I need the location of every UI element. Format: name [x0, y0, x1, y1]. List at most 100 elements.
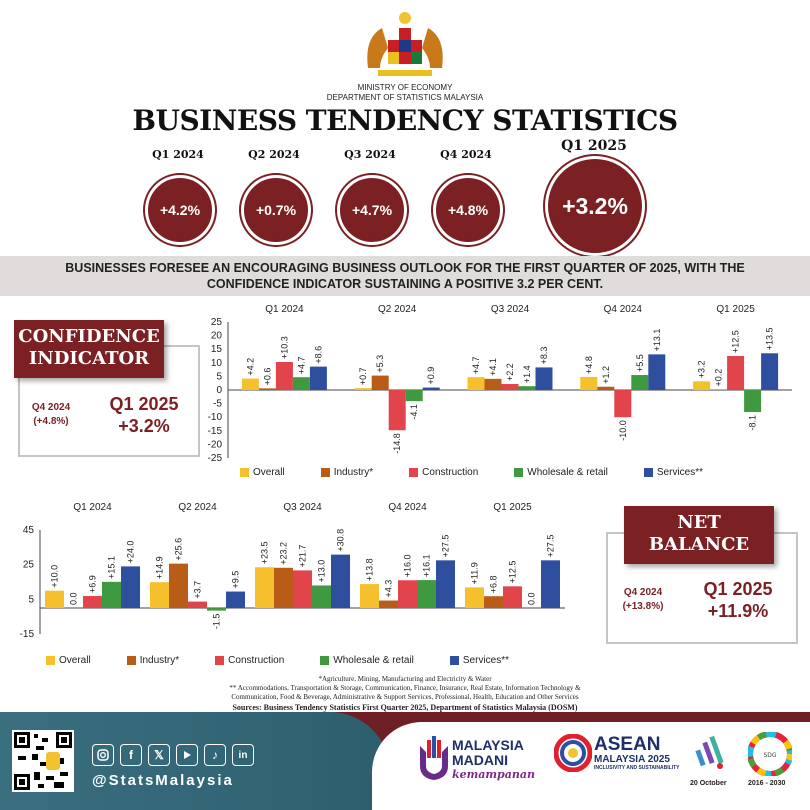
- madani-line-2: MADANI: [452, 752, 508, 768]
- data-label: +0.7: [358, 367, 368, 385]
- net-prev-value: (+13.8%): [622, 601, 664, 612]
- confidence-title-line-1: CONFIDENCE: [18, 326, 160, 347]
- data-label: +24.0: [126, 541, 136, 564]
- data-label: +21.7: [298, 545, 308, 568]
- category-label: Q1 2025: [493, 502, 532, 513]
- data-label: +12.5: [731, 330, 741, 353]
- confidence-current-label: Q1 2025: [109, 394, 179, 414]
- y-tick-label: -15: [20, 629, 35, 640]
- qr-code-icon[interactable]: [12, 730, 74, 792]
- y-tick-label: -20: [208, 439, 223, 450]
- bar-overall: [45, 590, 64, 608]
- data-label: +16.1: [422, 554, 432, 577]
- facebook-icon[interactable]: f: [120, 744, 142, 766]
- data-label: +5.5: [635, 354, 645, 372]
- bar-construction: [83, 596, 102, 608]
- instagram-icon[interactable]: [92, 744, 114, 766]
- legend2-label-wholesale: Wholesale & retail: [333, 655, 414, 666]
- y-tick-label: -25: [208, 453, 223, 464]
- data-label: +30.8: [336, 529, 346, 552]
- quarter-label-q4-2024: Q4 2024: [440, 148, 492, 161]
- bar-industry: [258, 388, 276, 390]
- data-label: +4.3: [384, 580, 394, 598]
- legend2-label-overall: Overall: [59, 655, 91, 666]
- data-label: +6.9: [88, 575, 98, 593]
- linkedin-icon[interactable]: in: [232, 744, 254, 766]
- legend-item-wholesale: Wholesale & retail: [514, 467, 608, 478]
- data-label: +4.2: [245, 358, 255, 376]
- madani-line-1: MALAYSIA: [452, 737, 524, 753]
- bar-construction: [398, 580, 417, 608]
- data-label: +1.2: [601, 366, 611, 384]
- category-label: Q1 2024: [73, 502, 112, 513]
- category-label: Q1 2024: [265, 304, 304, 315]
- asean-line-2: MALAYSIA 2025: [594, 754, 670, 765]
- data-label: 0.0: [69, 592, 79, 605]
- net-current-value: +11.9%: [707, 601, 769, 621]
- svg-text:SDG: SDG: [763, 752, 776, 759]
- bar-services: [648, 354, 666, 390]
- data-label: -4.1: [409, 404, 419, 420]
- legend-label-overall: Overall: [253, 467, 285, 478]
- page-title: BUSINESS TENDENCY STATISTICS: [132, 104, 678, 137]
- category-label: Q1 2025: [716, 304, 755, 315]
- bar-industry: [371, 375, 389, 390]
- net-balance-chart: -15 5 25 45 Q1 2024 +10.0 0.0 +6.9 +15.1 +24.0 Q2 …: [20, 502, 565, 640]
- legend2-label-construction: Construction: [228, 655, 285, 666]
- asean-line-1: ASEAN: [594, 734, 661, 755]
- bar-services: [436, 560, 455, 608]
- bar-industry: [710, 389, 728, 390]
- y-tick-label: -15: [208, 426, 223, 437]
- category-label: Q4 2024: [604, 304, 643, 315]
- y-tick-label: 5: [216, 371, 222, 382]
- y-tick-label: 20: [211, 331, 223, 342]
- data-label: +23.5: [260, 541, 270, 564]
- y-tick-label: 25: [23, 560, 35, 571]
- data-label: +4.8: [584, 356, 594, 374]
- data-label: +8.3: [539, 347, 549, 365]
- footnote-services-1: ** Accommodations, Transportation & Stor…: [229, 684, 581, 692]
- bar-overall: [241, 378, 259, 390]
- x-icon[interactable]: 𝕏: [148, 744, 170, 766]
- data-label: +4.1: [488, 358, 498, 376]
- data-label: +9.5: [231, 571, 241, 589]
- quarter-label-q3-2024: Q3 2024: [344, 148, 396, 161]
- legend2-item-industry: Industry*: [126, 655, 180, 666]
- net-prev-label: Q4 2024: [623, 587, 663, 598]
- legend2-label-services: Services**: [462, 655, 510, 666]
- data-label: -14.8: [392, 433, 402, 454]
- quarter-label-q1-2024: Q1 2024: [152, 148, 204, 161]
- data-label: +10.3: [279, 336, 289, 359]
- bar-industry: [169, 563, 188, 608]
- y-tick-label: 25: [211, 317, 223, 328]
- data-label: +0.2: [714, 369, 724, 387]
- bar-construction: [388, 390, 406, 431]
- data-label: +5.3: [375, 355, 385, 373]
- bar-industry: [484, 378, 502, 390]
- y-tick-label: 0: [216, 385, 222, 396]
- data-label: +14.9: [155, 556, 165, 579]
- bar-services: [535, 367, 553, 390]
- data-label: +12.5: [508, 561, 518, 584]
- legend-item-construction: Construction: [409, 467, 478, 478]
- bar-construction: [293, 570, 312, 608]
- footnote-industry: *Agriculture, Mining, Manufacturing and …: [318, 675, 492, 683]
- malaysia-madani-logo-icon: [418, 736, 450, 782]
- social-icons: f 𝕏 ♪ in: [92, 744, 254, 766]
- bar-construction: [188, 601, 207, 608]
- crest-mini-icon: [46, 752, 60, 770]
- social-handle[interactable]: @StatsMalaysia: [92, 772, 234, 789]
- bar-wholesale: [744, 390, 762, 413]
- data-label: +3.7: [193, 581, 203, 599]
- sdg-years: 2016 - 2030: [748, 780, 786, 787]
- y-tick-label: 10: [211, 358, 223, 369]
- category-label: Q4 2024: [388, 502, 427, 513]
- legend2-label-industry: Industry*: [139, 655, 180, 666]
- youtube-icon[interactable]: [176, 744, 198, 766]
- net-prev: Q4 2024 (+13.8%): [610, 586, 676, 614]
- legend-label-industry: Industry*: [333, 467, 374, 478]
- data-label: -8.1: [748, 415, 758, 431]
- world-statistics-day-logo-icon: [694, 732, 730, 772]
- bar-wholesale: [207, 608, 226, 611]
- tiktok-icon[interactable]: ♪: [204, 744, 226, 766]
